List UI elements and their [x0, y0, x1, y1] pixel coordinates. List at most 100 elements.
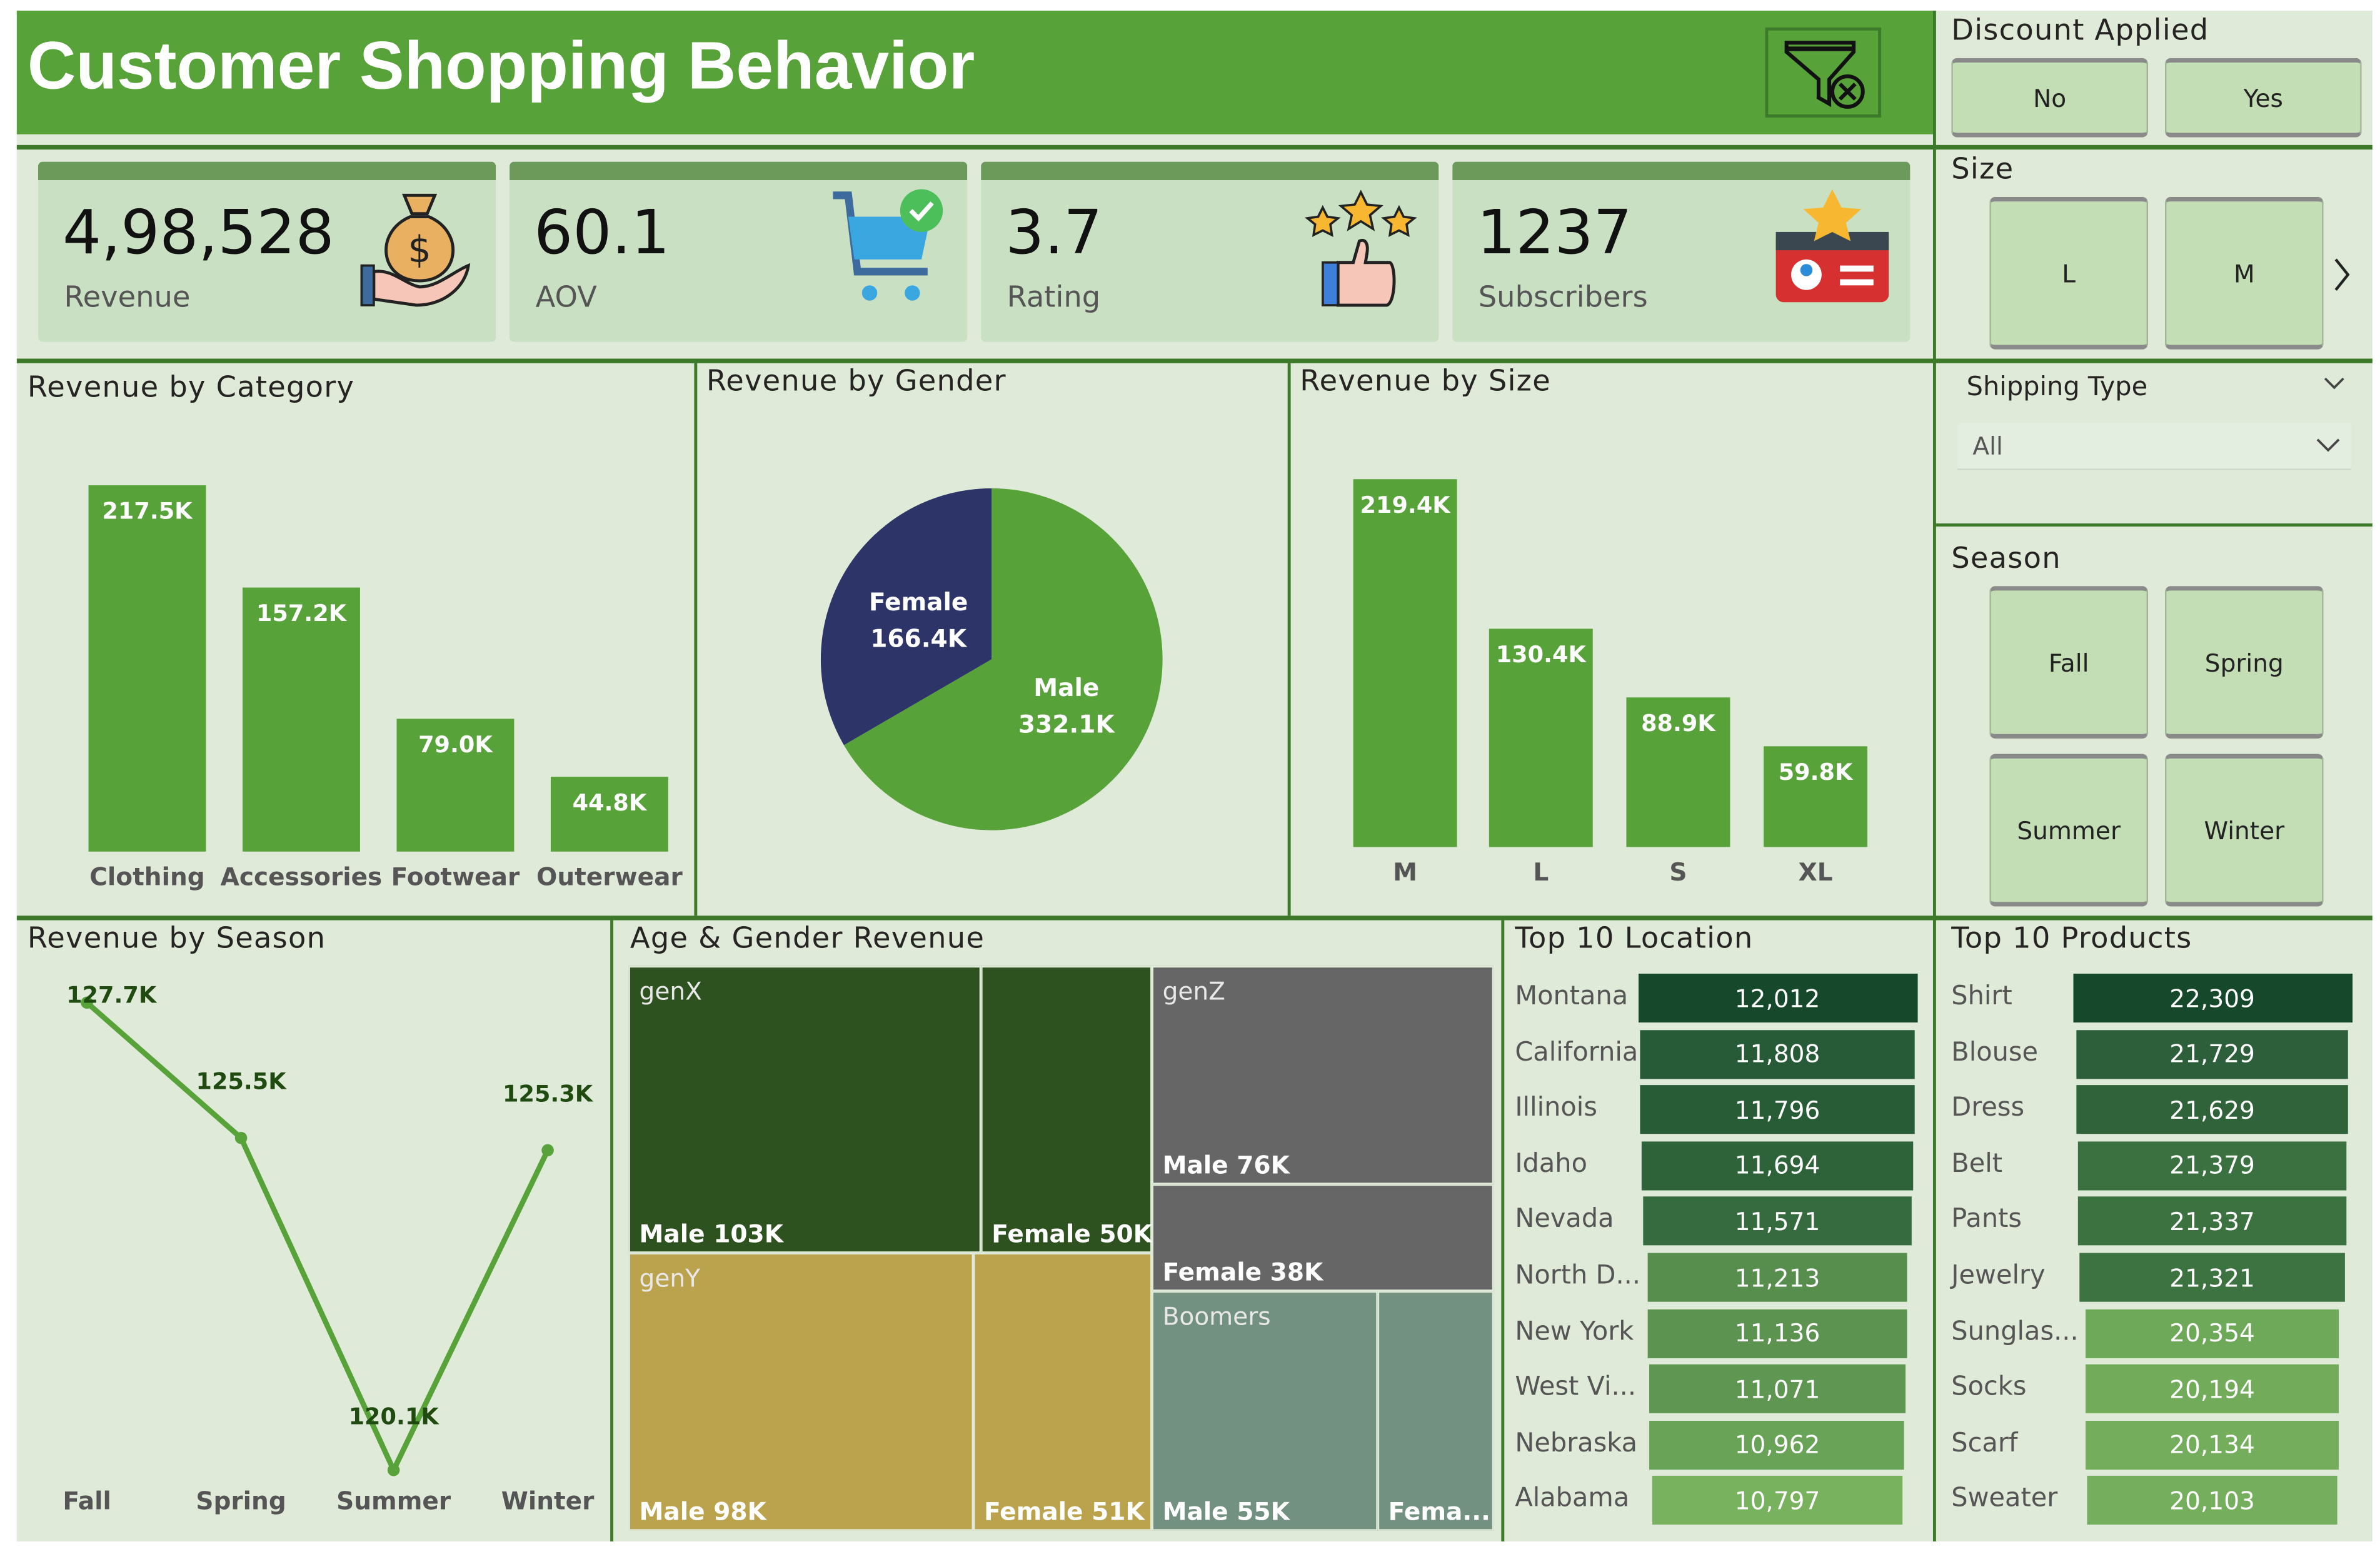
size-chart-title: Revenue by Size	[1300, 365, 1552, 398]
size-option-l[interactable]: L	[1989, 196, 2149, 350]
size-bar[interactable]	[1353, 479, 1457, 847]
size-option-m[interactable]: M	[2164, 196, 2324, 350]
product-bar[interactable]: 22,309	[2072, 973, 2352, 1023]
treemap-boomers-male[interactable]: Boomers Male 55K	[1152, 1291, 1378, 1531]
kpi-card-revenue: 4,98,528 Revenue $	[38, 161, 496, 342]
location-name: New York	[1515, 1316, 1634, 1347]
shipping-type-dropdown[interactable]: All	[1957, 422, 2351, 470]
season-point[interactable]	[81, 996, 93, 1009]
divider	[694, 363, 698, 916]
location-name: Nebraska	[1515, 1428, 1638, 1459]
category-axis-label: Accessories	[220, 862, 383, 892]
product-bar[interactable]: 21,337	[2079, 1197, 2346, 1246]
location-bar[interactable]: 11,071	[1649, 1365, 1906, 1414]
location-bar[interactable]: 11,136	[1648, 1308, 1907, 1358]
discount-option-yes[interactable]: Yes	[2164, 58, 2362, 138]
svg-text:$: $	[408, 229, 431, 271]
product-bar[interactable]: 20,134	[2086, 1420, 2339, 1470]
kpi-label: AOV	[535, 281, 597, 315]
pie-label-name: Female	[868, 587, 968, 617]
category-bar[interactable]	[88, 485, 206, 852]
location-bar[interactable]: 11,796	[1640, 1085, 1915, 1134]
size-bar[interactable]	[1489, 628, 1593, 847]
treemap-group-label: genX	[639, 976, 702, 1006]
season-option-winter[interactable]: Winter	[2164, 754, 2324, 907]
treemap-genz-male[interactable]: genZ Male 76K	[1152, 966, 1494, 1184]
category-axis-label: Clothing	[89, 862, 205, 892]
divider	[1287, 363, 1291, 916]
top-products-title: Top 10 Products	[1951, 922, 2192, 956]
location-bar[interactable]: 11,808	[1640, 1029, 1915, 1079]
chevron-right-icon[interactable]	[2331, 256, 2352, 293]
shipping-slicer-title: Shipping Type	[1966, 372, 2148, 403]
treemap-group-label: genY	[639, 1263, 700, 1293]
category-bar[interactable]	[550, 776, 668, 852]
location-bar[interactable]: 11,213	[1647, 1253, 1908, 1302]
size-data-label: 59.8K	[1778, 759, 1853, 787]
season-data-label: 125.3K	[503, 1080, 594, 1107]
divider	[610, 920, 614, 1541]
location-bar[interactable]: 10,797	[1652, 1476, 1903, 1525]
clear-filters-button[interactable]	[1765, 27, 1882, 118]
category-data-label: 79.0K	[418, 730, 493, 759]
category-bar[interactable]	[243, 587, 360, 852]
divider	[16, 358, 2372, 363]
product-bar[interactable]: 21,629	[2077, 1085, 2348, 1134]
location-bar[interactable]: 10,962	[1650, 1420, 1905, 1470]
category-data-label: 217.5K	[102, 497, 193, 525]
kpi-value: 3.7	[1005, 198, 1103, 269]
location-bar[interactable]: 11,571	[1642, 1197, 1912, 1246]
product-name: Belt	[1951, 1149, 2003, 1179]
treemap-boomers-female[interactable]: Fema...	[1377, 1291, 1494, 1531]
location-bar[interactable]: 12,012	[1637, 973, 1917, 1023]
treemap-tile-label: Male 76K	[1162, 1151, 1290, 1180]
treemap-geny-female[interactable]: Female 51K	[973, 1253, 1152, 1531]
treemap-genx-female[interactable]: Female 50K	[981, 966, 1152, 1253]
kpi-value: 1237	[1477, 198, 1632, 269]
treemap-tile-label: Female 38K	[1162, 1257, 1323, 1287]
treemap-genz-female[interactable]: Female 38K	[1152, 1184, 1494, 1291]
product-bar[interactable]: 21,379	[2078, 1141, 2346, 1191]
chevron-down-icon[interactable]	[2322, 374, 2346, 392]
size-axis-label: M	[1393, 857, 1418, 887]
product-bar[interactable]: 20,194	[2086, 1365, 2339, 1414]
product-name: Shirt	[1951, 981, 2012, 1012]
product-bar[interactable]: 21,729	[2076, 1029, 2349, 1079]
pie-slice-female[interactable]	[820, 488, 992, 745]
season-option-fall[interactable]: Fall	[1989, 586, 2149, 739]
season-option-summer[interactable]: Summer	[1989, 754, 2149, 907]
divider	[1934, 523, 2372, 527]
product-bar[interactable]: 21,321	[2079, 1253, 2346, 1302]
size-bar[interactable]	[1626, 698, 1730, 847]
product-bar[interactable]: 20,354	[2084, 1308, 2340, 1358]
size-bar[interactable]	[1764, 747, 1868, 847]
product-name: Blouse	[1951, 1037, 2039, 1068]
shipping-type-value: All	[1972, 431, 2003, 462]
pie-slice-male[interactable]	[843, 488, 1163, 830]
size-data-label: 130.4K	[1495, 640, 1586, 669]
treemap-tile-label: Fema...	[1388, 1497, 1490, 1526]
product-bar[interactable]: 20,103	[2086, 1476, 2338, 1525]
subscriber-card-icon	[1775, 189, 1889, 303]
season-data-label: 125.5K	[196, 1068, 288, 1095]
location-bar[interactable]: 11,694	[1641, 1141, 1914, 1191]
season-point[interactable]	[234, 1131, 248, 1144]
kpi-label: Revenue	[64, 281, 191, 315]
kpi-strip	[510, 161, 968, 180]
season-option-spring[interactable]: Spring	[2164, 586, 2324, 739]
size-axis-label: XL	[1798, 857, 1833, 887]
category-bar[interactable]	[396, 718, 515, 852]
treemap-geny-male[interactable]: genY Male 98K	[628, 1253, 973, 1531]
treemap-tile-label: Female 51K	[984, 1497, 1145, 1526]
season-point[interactable]	[541, 1144, 554, 1157]
pie-label-female: Female 166.4K	[855, 585, 983, 658]
discount-option-no[interactable]: No	[1951, 58, 2149, 138]
treemap-tile-label: Female 50K	[992, 1219, 1152, 1249]
treemap-genx-male[interactable]: genX Male 103K	[628, 966, 982, 1253]
season-point[interactable]	[387, 1464, 400, 1476]
shopping-cart-check-icon	[833, 189, 943, 301]
kpi-strip	[981, 161, 1439, 180]
season-axis-label: Winter	[501, 1488, 595, 1516]
money-bag-hand-icon: $	[360, 193, 471, 307]
